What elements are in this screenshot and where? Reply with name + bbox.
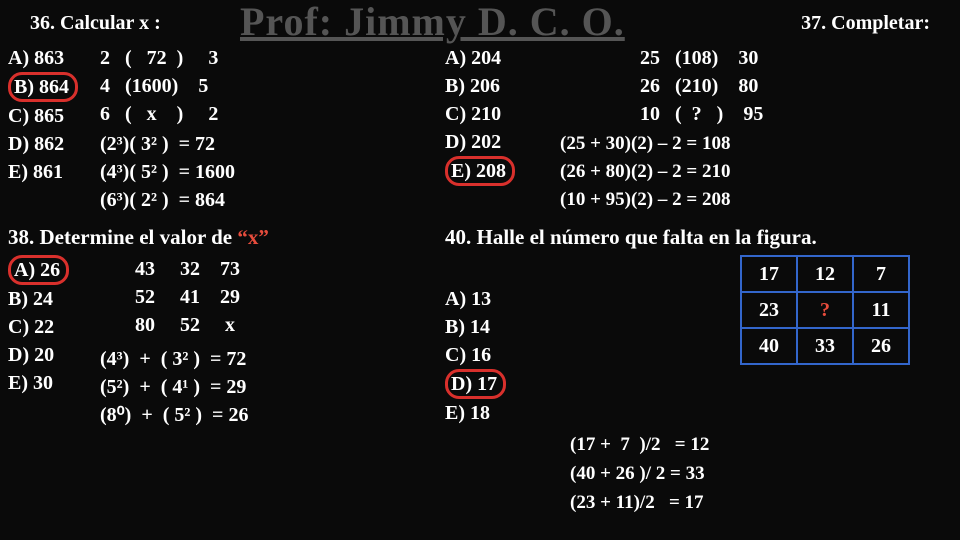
- q36-opt-c: C) 865: [8, 102, 78, 130]
- q40-cell: 7: [853, 256, 909, 292]
- q37-opt-c: C) 210: [445, 100, 515, 128]
- q40-solution: (17 + 7 )/2 = 12 (40 + 26 )/ 2 = 33 (23 …: [570, 430, 709, 517]
- q40-title: 40. Halle el número que falta en la figu…: [445, 225, 817, 250]
- q36-number-grid: 2 ( 72 ) 3 4 (1600) 5 6 ( x ) 2: [100, 44, 218, 128]
- q37-opt-d: D) 202: [445, 128, 515, 156]
- q38-title-x: “x”: [237, 225, 269, 249]
- q36-solution: (2³)( 3² ) = 72 (4³)( 5² ) = 1600 (6³)( …: [100, 130, 235, 214]
- watermark-text: Prof: Jimmy D. C. O.: [240, 0, 625, 45]
- q37-title: 37. Completar:: [801, 12, 930, 35]
- q36-opt-d: D) 862: [8, 130, 78, 158]
- q36-opt-e: E) 861: [8, 158, 78, 186]
- q37-work-row: (26 + 80)(2) – 2 = 210: [560, 158, 730, 186]
- q38-work-row: (4³) + ( 3² ) = 72: [100, 345, 248, 373]
- q36-opt-a: A) 863: [8, 44, 78, 72]
- q38-title-text: 38. Determine el valor de: [8, 225, 237, 249]
- q40-cell: 23: [741, 292, 797, 328]
- q38-grid-row: 52 41 29: [135, 283, 240, 311]
- q36-options: A) 863 B) 864 C) 865 D) 862 E) 861: [8, 44, 78, 186]
- q40-cell: 12: [797, 256, 853, 292]
- q38-opt-b: B) 24: [8, 285, 69, 313]
- q38-work-row: (5²) + ( 4¹ ) = 29: [100, 373, 248, 401]
- q40-opt-a: A) 13: [445, 285, 506, 313]
- q37-options: A) 204 B) 206 C) 210 D) 202 E) 208: [445, 44, 515, 186]
- q37-opt-b: B) 206: [445, 72, 515, 100]
- q40-work-row: (23 + 11)/2 = 17: [570, 488, 709, 517]
- q36-work-row: (2³)( 3² ) = 72: [100, 130, 235, 158]
- q38-options: A) 26 B) 24 C) 22 D) 20 E) 30: [8, 255, 69, 397]
- q40-table: 17 12 7 23 ? 11 40 33 26: [740, 255, 910, 365]
- q40-cell: 40: [741, 328, 797, 364]
- q38-opt-c: C) 22: [8, 313, 69, 341]
- q37-grid-row: 26 (210) 80: [640, 72, 763, 100]
- q36-grid-row: 6 ( x ) 2: [100, 100, 218, 128]
- q37-grid-row: 25 (108) 30: [640, 44, 763, 72]
- q40-cell: 26: [853, 328, 909, 364]
- q40-cell: 11: [853, 292, 909, 328]
- q37-opt-e-correct: E) 208: [445, 156, 515, 186]
- q36-opt-b-correct: B) 864: [8, 72, 78, 102]
- q37-grid-row: 10 ( ? ) 95: [640, 100, 763, 128]
- q40-cell: 33: [797, 328, 853, 364]
- q40-opt-e: E) 18: [445, 399, 506, 427]
- q36-work-row: (6³)( 2² ) = 864: [100, 186, 235, 214]
- q40-opt-b: B) 14: [445, 313, 506, 341]
- q36-grid-row: 2 ( 72 ) 3: [100, 44, 218, 72]
- q38-solution: (4³) + ( 3² ) = 72 (5²) + ( 4¹ ) = 29 (8…: [100, 345, 248, 429]
- q38-grid-row: 80 52 x: [135, 311, 240, 339]
- q38-opt-d: D) 20: [8, 341, 69, 369]
- q40-work-row: (17 + 7 )/2 = 12: [570, 430, 709, 459]
- q40-opt-c: C) 16: [445, 341, 506, 369]
- q36-grid-row: 4 (1600) 5: [100, 72, 218, 100]
- q38-grid-row: 43 32 73: [135, 255, 240, 283]
- q38-title: 38. Determine el valor de “x”: [8, 225, 269, 250]
- q40-cell: 17: [741, 256, 797, 292]
- q37-work-row: (10 + 95)(2) – 2 = 208: [560, 186, 730, 214]
- q38-number-grid: 43 32 73 52 41 29 80 52 x: [135, 255, 240, 339]
- q38-opt-e: E) 30: [8, 369, 69, 397]
- q36-work-row: (4³)( 5² ) = 1600: [100, 158, 235, 186]
- q38-work-row: (8⁰) + ( 5² ) = 26: [100, 401, 248, 429]
- q40-work-row: (40 + 26 )/ 2 = 33: [570, 459, 709, 488]
- q40-cell-unknown: ?: [797, 292, 853, 328]
- q40-opt-d-correct: D) 17: [445, 369, 506, 399]
- q40-options: A) 13 B) 14 C) 16 D) 17 E) 18: [445, 285, 506, 427]
- q38-opt-a-correct: A) 26: [8, 255, 69, 285]
- q36-title: 36. Calcular x :: [30, 12, 161, 35]
- q37-opt-a: A) 204: [445, 44, 515, 72]
- q37-work-row: (25 + 30)(2) – 2 = 108: [560, 130, 730, 158]
- q37-solution: (25 + 30)(2) – 2 = 108 (26 + 80)(2) – 2 …: [560, 130, 730, 214]
- q37-number-grid: 25 (108) 30 26 (210) 80 10 ( ? ) 95: [640, 44, 763, 128]
